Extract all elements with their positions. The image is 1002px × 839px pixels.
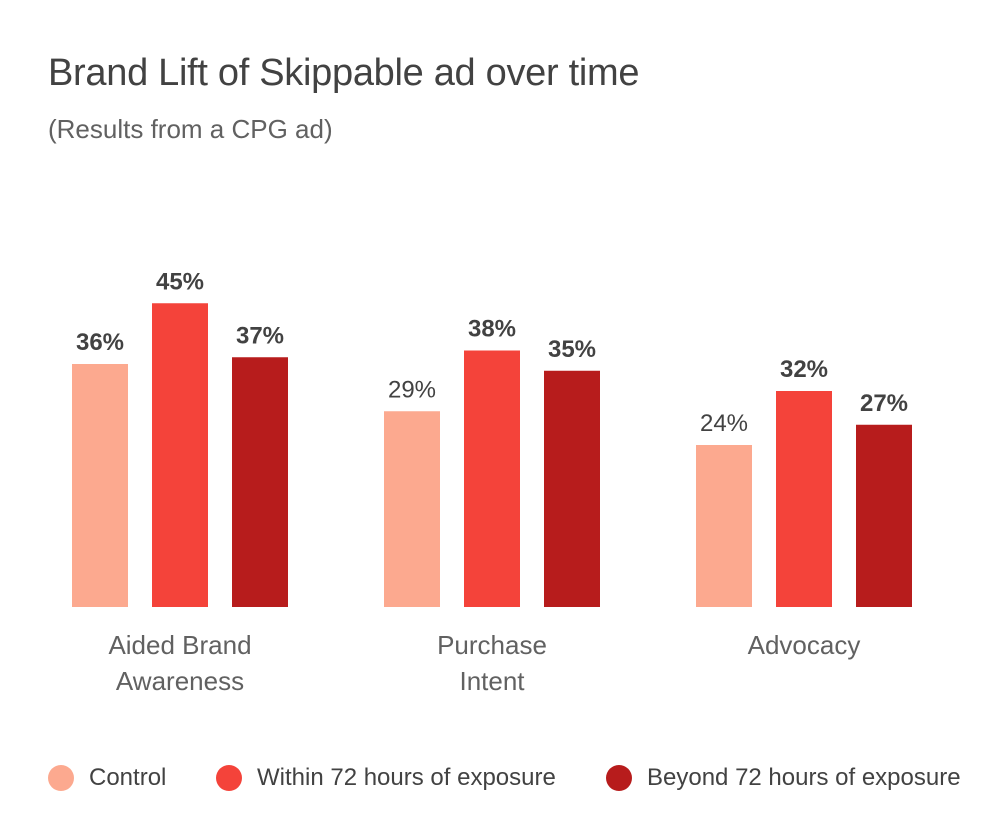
chart-title: Brand Lift of Skippable ad over time (48, 52, 640, 94)
bar-within-72h-2 (776, 391, 832, 607)
category-label-1-line-1: Intent (459, 666, 525, 696)
data-label-beyond-72h-0: 37% (236, 322, 284, 349)
bar-beyond-72h-1 (544, 370, 600, 607)
legend-item-within-72h: Within 72 hours of exposure (216, 764, 556, 792)
data-label-control-0: 36% (76, 329, 124, 356)
category-label-0-line-0: Aided Brand (108, 630, 251, 660)
data-label-beyond-72h-2: 27% (860, 390, 908, 417)
bar-chart: 36% 45% 37% Aided Brand Awareness 29% 38% 35% Pu… (72, 268, 912, 696)
legend-label-within-72h: Within 72 hours of exposure (257, 764, 556, 791)
category-label-0-line-1: Awareness (116, 666, 244, 696)
chart-subtitle: (Results from a CPG ad) (48, 114, 333, 144)
category-label-2-line-0: Advocacy (748, 630, 861, 660)
legend-label-control: Control (89, 764, 167, 791)
data-label-control-2: 24% (700, 410, 748, 437)
data-label-within-72h-0: 45% (156, 268, 204, 295)
bar-control-0 (72, 364, 128, 607)
data-label-control-1: 29% (388, 376, 436, 403)
bar-control-2 (696, 445, 752, 607)
legend-label-beyond-72h: Beyond 72 hours of exposure (647, 764, 961, 791)
category-label-1-line-0: Purchase (437, 630, 547, 660)
legend-swatch-control (48, 765, 74, 791)
data-label-within-72h-2: 32% (780, 356, 828, 383)
bar-within-72h-1 (464, 350, 520, 607)
bar-beyond-72h-0 (232, 357, 288, 607)
legend-swatch-beyond-72h (606, 765, 632, 791)
legend-item-control: Control (48, 764, 166, 792)
legend-item-beyond-72h: Beyond 72 hours of exposure (606, 764, 961, 792)
data-label-within-72h-1: 38% (468, 316, 516, 343)
bar-control-1 (384, 411, 440, 607)
legend-swatch-within-72h (216, 765, 242, 791)
bar-beyond-72h-2 (856, 424, 912, 607)
data-label-beyond-72h-1: 35% (548, 336, 596, 363)
bar-within-72h-0 (152, 303, 208, 607)
